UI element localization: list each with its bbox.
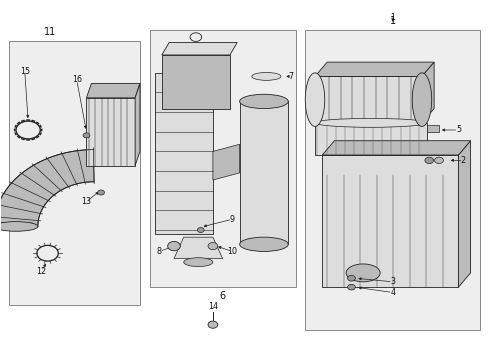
Polygon shape (314, 62, 433, 76)
Bar (86, 98, 135, 166)
Ellipse shape (305, 73, 324, 126)
Polygon shape (0, 222, 38, 227)
Ellipse shape (251, 72, 281, 80)
Text: 3: 3 (389, 277, 394, 286)
Bar (162, 55, 229, 109)
Text: 10: 10 (227, 247, 237, 256)
Polygon shape (212, 144, 239, 180)
Circle shape (347, 284, 355, 290)
Polygon shape (135, 84, 140, 166)
Bar (149, 30, 295, 287)
Polygon shape (0, 150, 94, 227)
Bar (314, 76, 421, 123)
Polygon shape (322, 141, 469, 155)
Circle shape (167, 242, 180, 251)
Circle shape (207, 243, 217, 249)
Text: 2: 2 (460, 156, 465, 165)
Polygon shape (421, 62, 433, 123)
Text: 11: 11 (44, 27, 56, 37)
Bar (9, 41, 140, 305)
Ellipse shape (239, 94, 287, 109)
Text: 7: 7 (287, 72, 293, 81)
Bar (322, 155, 458, 287)
Text: 6: 6 (219, 291, 225, 301)
Text: 4: 4 (389, 288, 394, 297)
Circle shape (347, 275, 355, 281)
Text: 1: 1 (389, 13, 394, 22)
Polygon shape (458, 141, 469, 287)
Polygon shape (86, 84, 140, 98)
Text: 1: 1 (389, 16, 395, 26)
Text: 13: 13 (81, 197, 91, 206)
Ellipse shape (346, 264, 379, 282)
Bar (154, 73, 212, 234)
Circle shape (424, 157, 433, 163)
Bar (305, 30, 479, 330)
Circle shape (98, 190, 104, 195)
Circle shape (197, 228, 203, 233)
Text: 15: 15 (20, 67, 30, 76)
Polygon shape (174, 237, 222, 258)
Text: 9: 9 (229, 215, 234, 224)
Ellipse shape (411, 73, 431, 126)
Ellipse shape (183, 258, 212, 267)
Text: 12: 12 (36, 267, 46, 276)
Polygon shape (162, 42, 237, 55)
Circle shape (83, 133, 90, 138)
Ellipse shape (314, 118, 426, 127)
Ellipse shape (0, 222, 38, 231)
Ellipse shape (239, 237, 287, 251)
Text: 14: 14 (207, 302, 218, 311)
Circle shape (434, 157, 443, 163)
Circle shape (207, 321, 217, 328)
Bar (426, 125, 438, 132)
Text: 5: 5 (455, 126, 460, 135)
Text: 8: 8 (157, 247, 162, 256)
Bar (314, 123, 426, 155)
Bar (239, 102, 287, 244)
Text: 16: 16 (72, 76, 81, 85)
